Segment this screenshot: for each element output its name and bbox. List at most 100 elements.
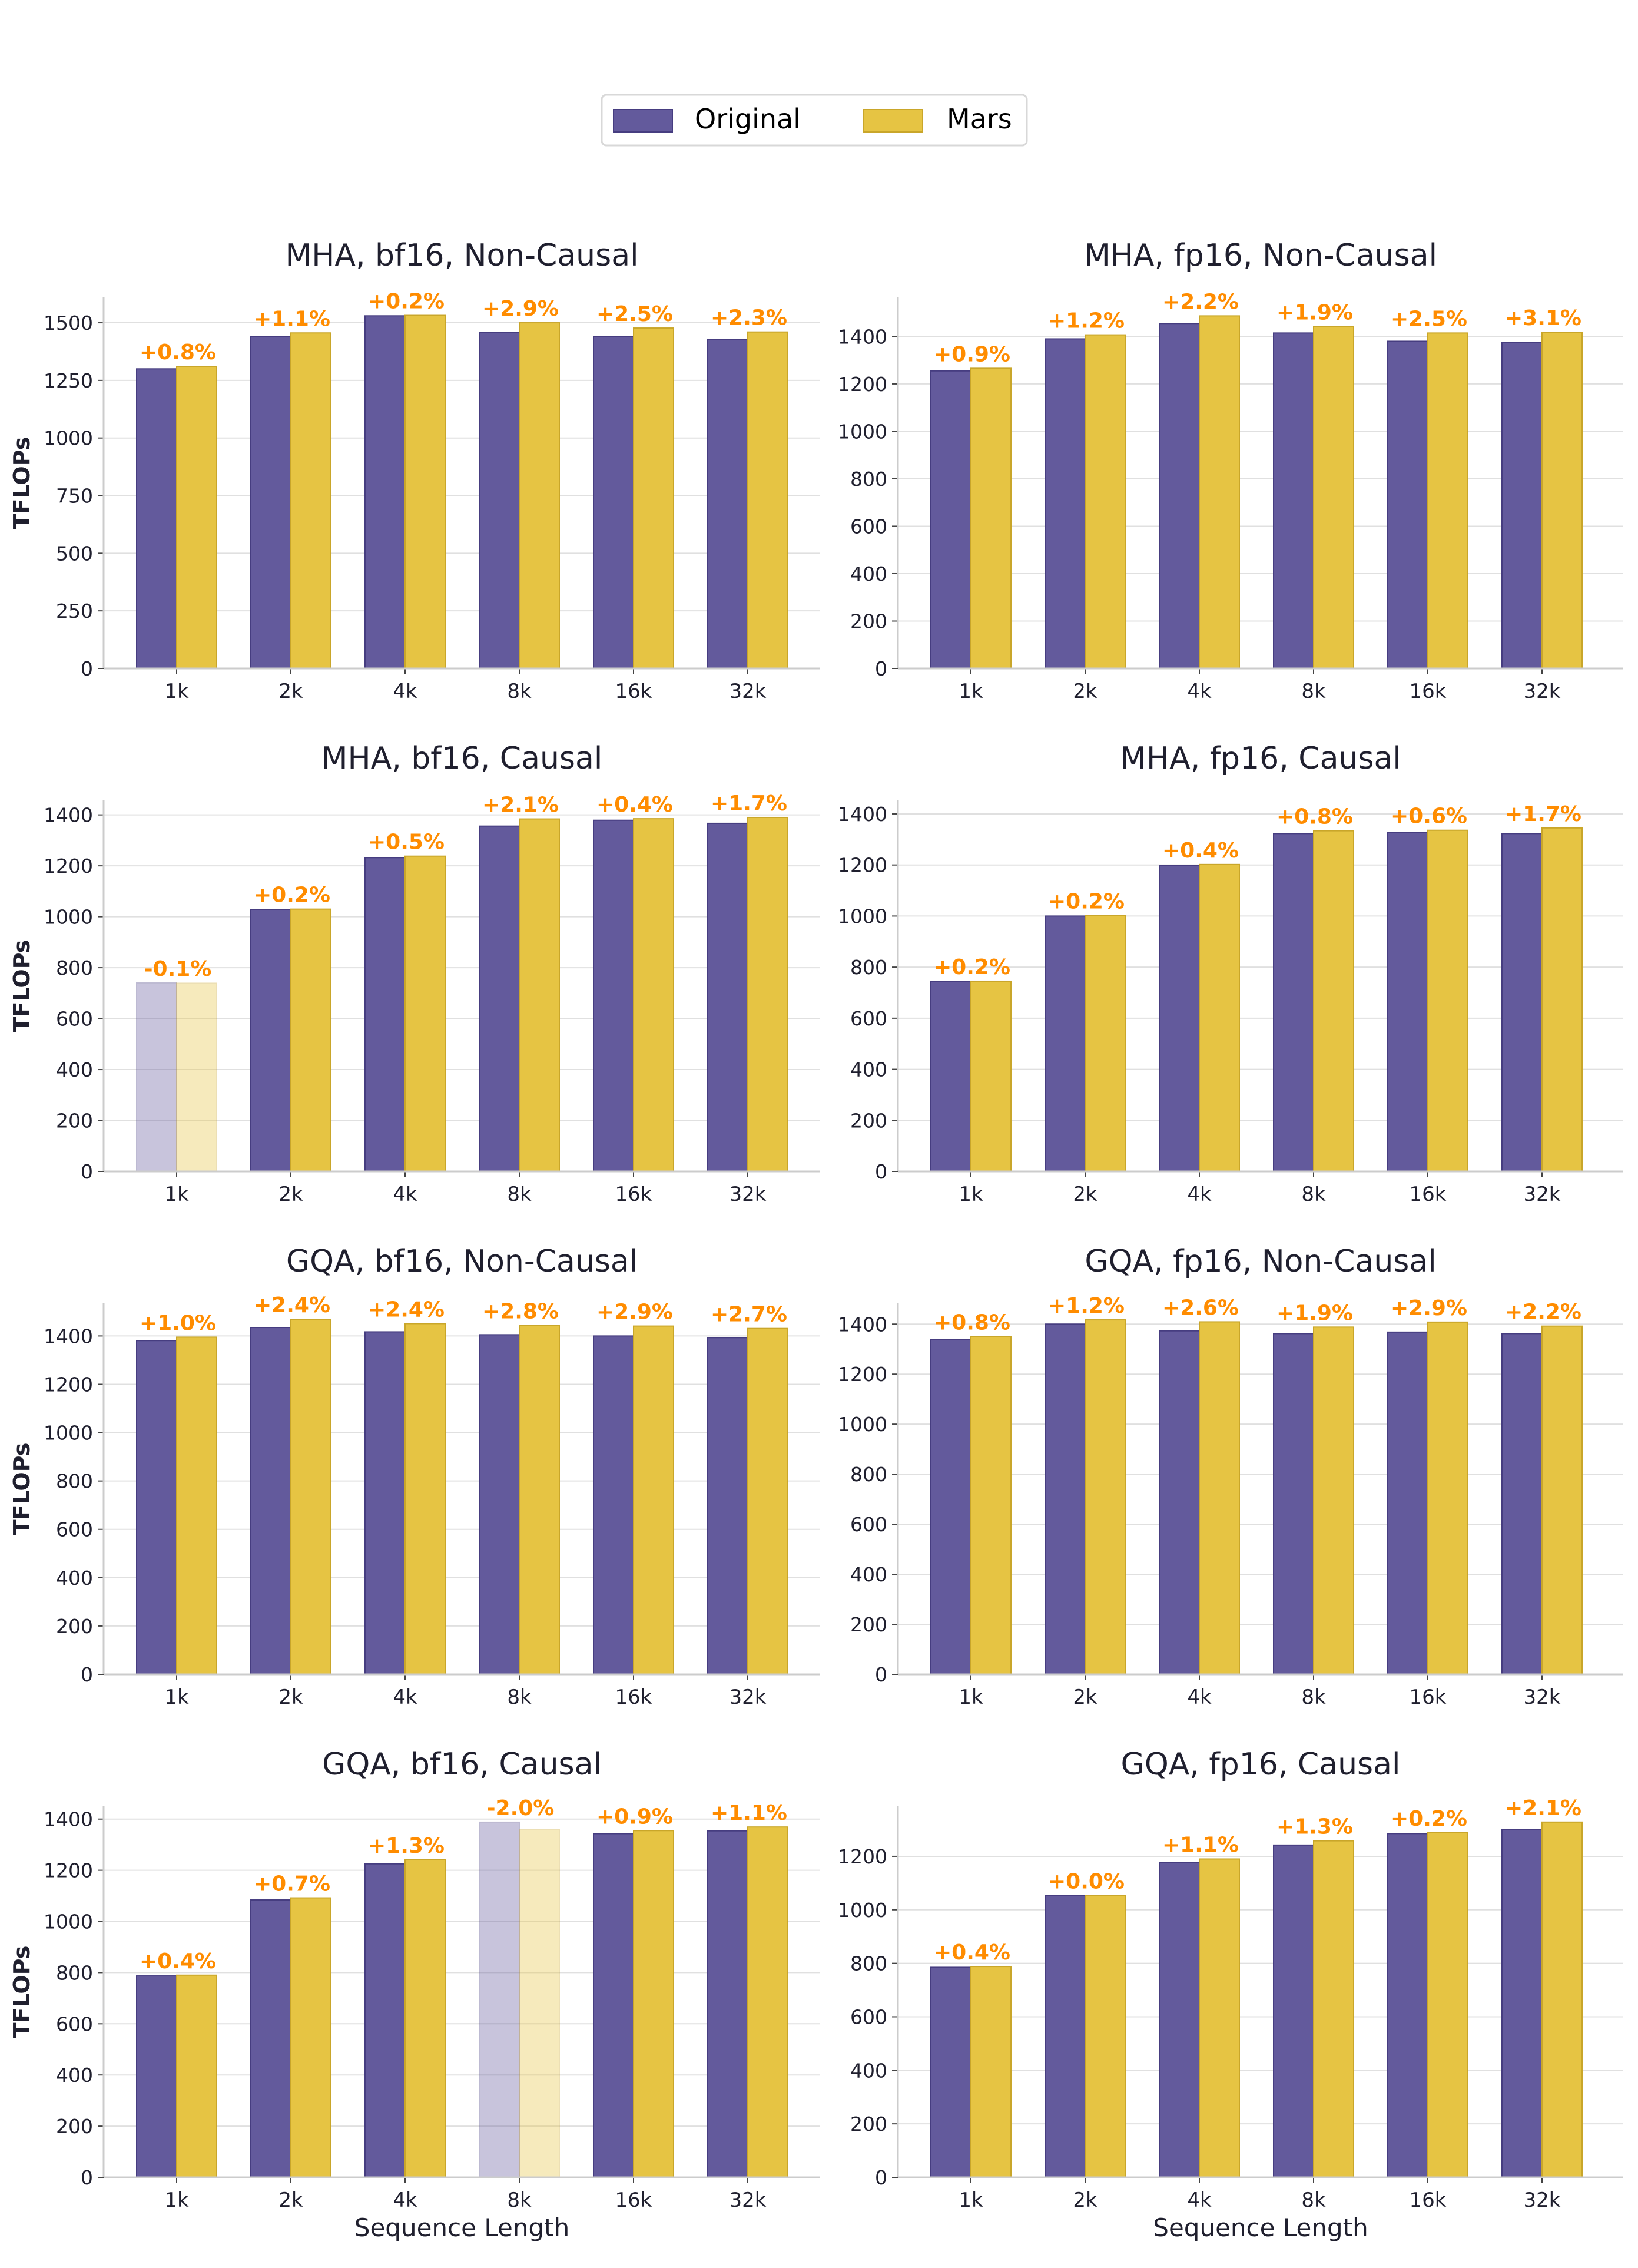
data-label: +1.2%	[1048, 1294, 1125, 1318]
data-label: +2.1%	[482, 793, 559, 817]
y-tick-label: 800	[850, 956, 887, 979]
bar-original	[479, 1334, 520, 1675]
data-label: +1.7%	[711, 792, 787, 816]
x-tick-label: 2k	[1073, 1183, 1097, 1206]
data-label: +2.2%	[1505, 1300, 1581, 1325]
x-tick-label: 4k	[1187, 1686, 1212, 1709]
data-label: +0.2%	[1048, 890, 1125, 914]
x-tick-label: 16k	[1410, 1183, 1447, 1206]
x-tick-label: 32k	[730, 2188, 767, 2212]
bar-mars	[1085, 334, 1126, 669]
y-tick-label: 400	[56, 2064, 93, 2087]
data-label: +0.2%	[1391, 1807, 1467, 1831]
bar-original	[250, 1327, 291, 1675]
bar-original	[1501, 1333, 1543, 1675]
bar-original	[1501, 833, 1543, 1172]
x-tick-label: 16k	[1410, 680, 1447, 703]
y-tick-label: 200	[850, 1613, 887, 1636]
y-axis-label: TFLOPs	[9, 940, 35, 1032]
y-tick-label: 600	[850, 1513, 887, 1536]
bar-mars	[633, 1830, 674, 2178]
subplot-1: MHA, bf16, Non-Causal 0 250 500 750 1000 1250 1…	[9, 238, 820, 703]
x-tick-label: 8k	[507, 1686, 532, 1709]
y-tick-label: 1000	[44, 906, 93, 929]
bar-mars	[1313, 1840, 1354, 2178]
subplot-6: GQA, fp16, Non-Causal 0 200 400 600 800 1000 12…	[838, 1244, 1623, 1709]
x-tick-label: 2k	[1073, 1686, 1097, 1709]
bar-mars	[176, 366, 217, 669]
data-label: +0.5%	[368, 830, 445, 855]
bar-original	[1045, 1895, 1086, 2178]
x-tick-label: 32k	[730, 1686, 767, 1709]
bar-original	[707, 1830, 748, 2178]
bar-original	[593, 336, 634, 669]
x-tick-label: 32k	[1524, 680, 1561, 703]
bar-mars	[176, 1336, 217, 1675]
x-tick-label: 2k	[1073, 680, 1097, 703]
bar-original	[1273, 332, 1314, 669]
x-tick-label: 8k	[1301, 2188, 1326, 2212]
bar-mars	[1199, 1321, 1240, 1675]
y-tick-label: 1500	[44, 312, 93, 335]
y-tick-label: 400	[850, 1563, 887, 1586]
y-axis-label: TFLOPs	[9, 1946, 35, 2038]
legend-label-mars: Mars	[947, 103, 1012, 135]
bar-original	[707, 822, 748, 1172]
x-tick-label: 1k	[164, 2188, 189, 2212]
subplot-title: GQA, fp16, Causal	[1121, 1747, 1401, 1782]
y-tick-label: 1400	[838, 803, 887, 826]
bar-mars	[290, 332, 331, 669]
y-tick-label: 1000	[838, 420, 887, 443]
y-tick-label: 1000	[44, 1422, 93, 1445]
bar-mars	[970, 367, 1012, 669]
x-tick-label: 4k	[393, 1686, 417, 1709]
legend-frame	[601, 94, 1028, 147]
y-tick-label: 1400	[44, 804, 93, 827]
y-tick-label: 1400	[838, 325, 887, 348]
y-tick-label: 600	[56, 2012, 93, 2035]
bar-original	[479, 332, 520, 669]
x-tick-label: 16k	[615, 1183, 652, 1206]
x-tick-label: 2k	[278, 1686, 303, 1709]
data-label: +1.1%	[1162, 1833, 1239, 1857]
bar-original	[479, 1821, 520, 2178]
bar-original	[1045, 915, 1086, 1172]
bar-mars	[1085, 1319, 1126, 1676]
bar-mars	[404, 314, 446, 669]
x-tick-label: 8k	[1301, 1686, 1326, 1709]
y-tick-label: 1200	[44, 1373, 93, 1396]
x-tick-label: 32k	[730, 1183, 767, 1206]
subplot-title: MHA, fp16, Causal	[1120, 741, 1401, 776]
y-tick-label: 1200	[838, 854, 887, 877]
bar-original	[1159, 323, 1200, 669]
data-label: +1.9%	[1276, 1301, 1353, 1325]
data-label: +1.2%	[1048, 309, 1125, 333]
data-label: +0.4%	[1162, 839, 1239, 863]
bar-mars	[290, 1897, 331, 2178]
data-label: +0.8%	[140, 340, 216, 365]
bar-original	[1387, 1833, 1428, 2178]
bar-original	[1045, 338, 1086, 669]
y-tick-label: 1000	[838, 1899, 887, 1922]
x-tick-label: 2k	[278, 680, 303, 703]
y-tick-label: 0	[875, 1663, 887, 1686]
bar-mars	[1313, 326, 1354, 669]
subplot-title: GQA, bf16, Causal	[322, 1747, 602, 1782]
bar-mars	[519, 322, 560, 669]
data-label: -2.0%	[487, 1796, 555, 1820]
y-tick-label: 1200	[44, 855, 93, 878]
bar-mars	[747, 331, 788, 669]
y-tick-label: 1000	[838, 905, 887, 928]
bar-mars	[1199, 863, 1240, 1172]
subplot-4: MHA, fp16, Causal 0 200 400 600 800 1000 1200 14…	[838, 741, 1623, 1206]
data-label: +1.7%	[1505, 802, 1581, 826]
data-label: +0.2%	[368, 290, 445, 314]
y-tick-label: 0	[875, 657, 887, 680]
bar-original	[364, 1331, 406, 1675]
x-tick-label: 16k	[1410, 2188, 1447, 2212]
y-tick-label: 800	[56, 956, 93, 979]
y-tick-label: 1400	[44, 1808, 93, 1831]
data-label: +2.3%	[711, 306, 787, 330]
legend: Original Mars	[601, 94, 1028, 147]
y-tick-label: 500	[56, 542, 93, 565]
